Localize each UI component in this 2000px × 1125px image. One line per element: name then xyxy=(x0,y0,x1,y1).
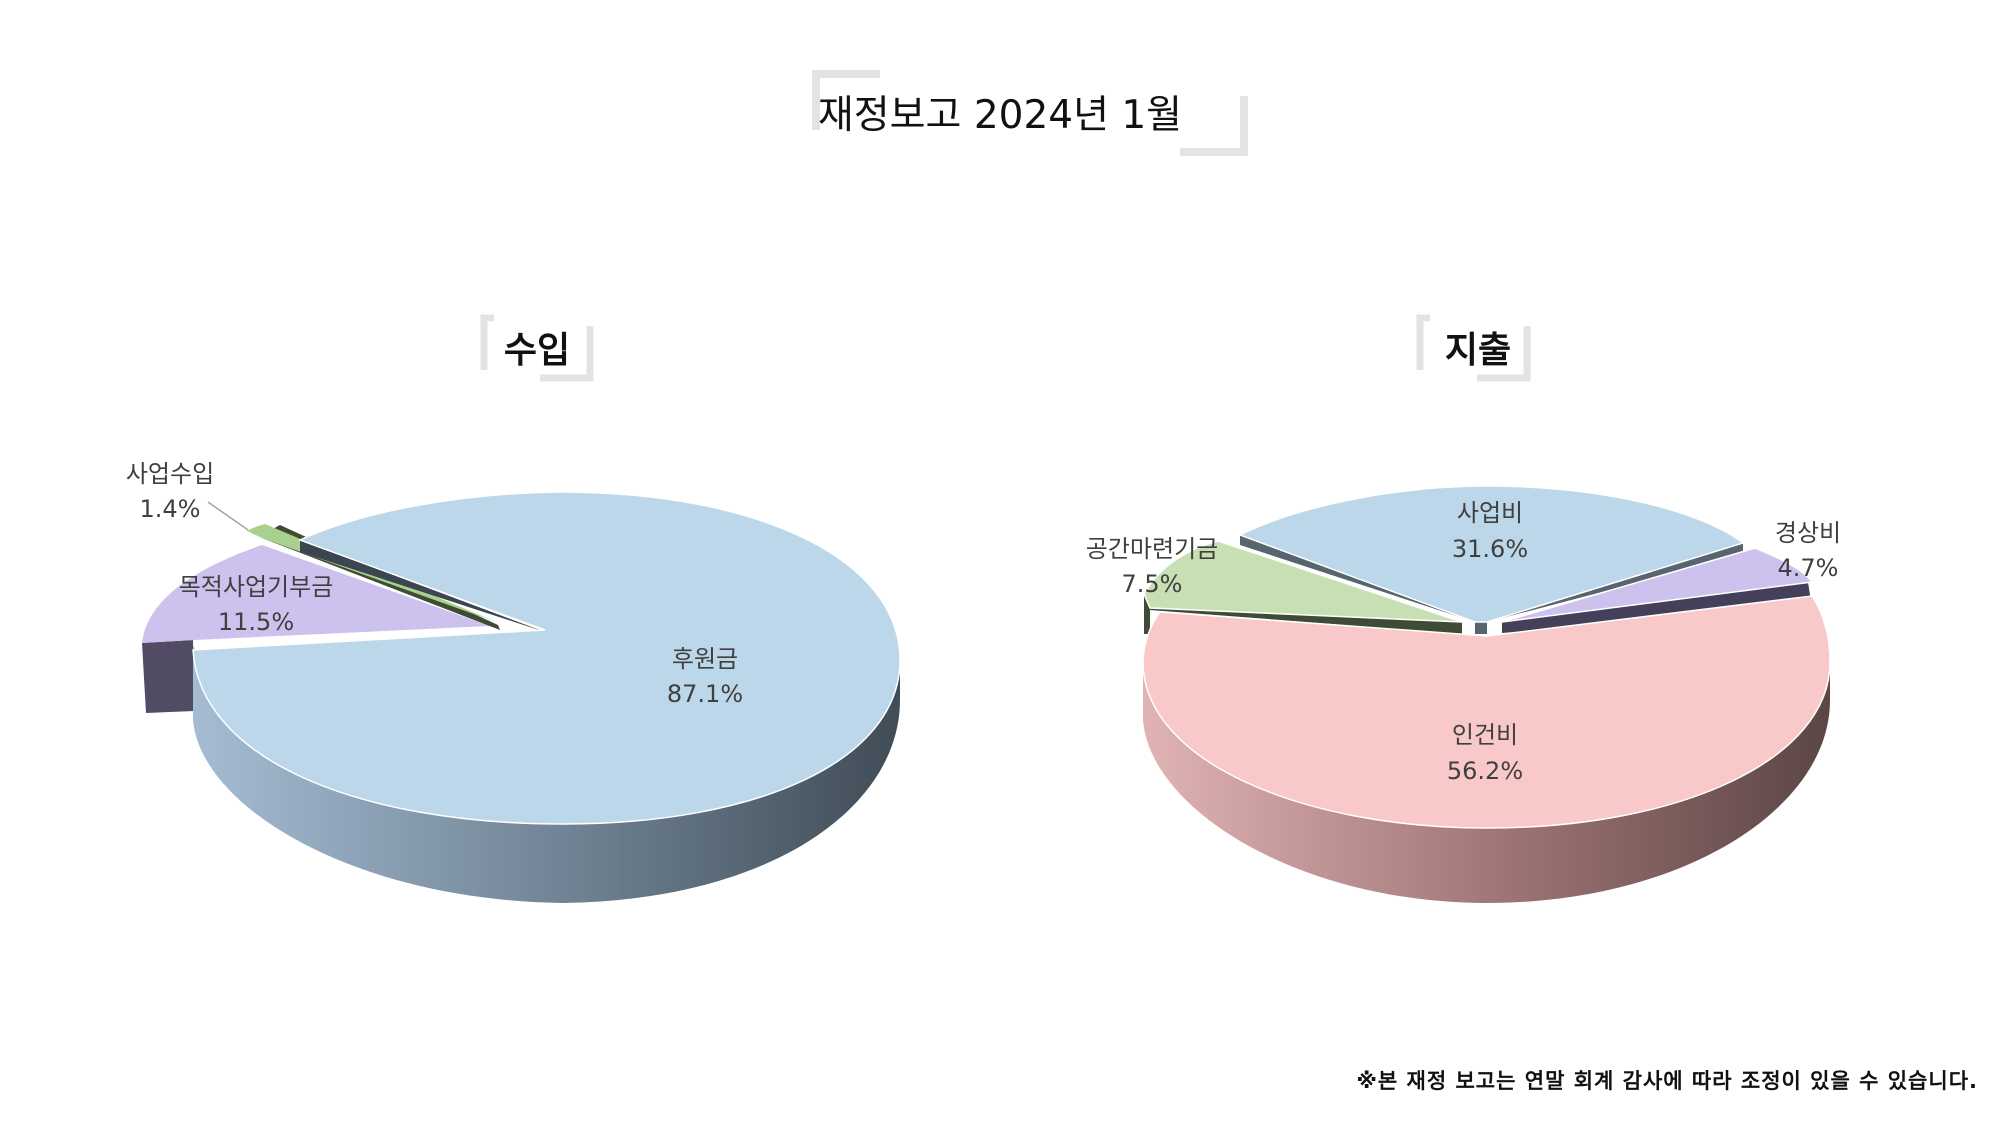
expense-slice-project xyxy=(1238,485,1745,623)
income-slice-side-purpose xyxy=(142,640,194,713)
expense-value-project-number: 31.6 xyxy=(1452,535,1505,563)
expense-title-bracket-left xyxy=(1416,314,1430,370)
expense-slice-space xyxy=(1143,540,1463,623)
income-slice-donation xyxy=(192,491,901,825)
expense-value-personnel-suffix: % xyxy=(1500,757,1523,785)
income-value-business-number: 1.4 xyxy=(140,495,178,523)
income-label-purpose: 목적사업기부금 xyxy=(179,573,334,601)
expense-slice-side-admin xyxy=(1502,582,1812,633)
expense-value-space-suffix: % xyxy=(1160,570,1183,598)
income-value-purpose: 11.5% xyxy=(218,608,294,636)
page-title: 재정보고 2024년 1월 xyxy=(817,93,1183,138)
expense-value-space-number: 7.5 xyxy=(1122,570,1160,598)
expense-label-space: 공간마련기금 xyxy=(1086,535,1218,563)
title-bracket-left xyxy=(812,70,880,130)
expense-value-space: 7.5% xyxy=(1122,570,1183,598)
income-value-donation: 87.1% xyxy=(667,680,743,708)
expense-chart: 지출 인건비 56.2% 공간마련기금 7.5% 사업비 31.6% 경상비 4… xyxy=(1086,314,1841,903)
income-value-business-suffix: % xyxy=(178,495,201,523)
income-label-donation: 후원금 xyxy=(672,645,738,673)
income-chart-title: 수입 xyxy=(504,330,570,371)
expense-title-bracket-right xyxy=(1477,326,1531,382)
expense-label-personnel: 인건비 xyxy=(1452,721,1518,749)
income-slice-side-donation xyxy=(193,645,900,903)
expense-value-admin-number: 4.7 xyxy=(1778,554,1816,582)
expense-value-personnel-number: 56.2 xyxy=(1447,757,1500,785)
expense-value-project: 31.6% xyxy=(1452,535,1528,563)
income-title-bracket-right xyxy=(540,326,594,382)
title-bracket-right xyxy=(1180,96,1248,156)
expense-slice-personnel xyxy=(1142,595,1831,829)
expense-value-admin: 4.7% xyxy=(1778,554,1839,582)
income-value-purpose-number: 11.5 xyxy=(218,608,271,636)
expense-label-project: 사업비 xyxy=(1457,499,1523,527)
footnote: ※본 재정 보고는 연말 회계 감사에 따라 조정이 있을 수 있습니다. xyxy=(1356,1069,1978,1093)
expense-slice-side-personnel xyxy=(1143,662,1830,903)
income-slice-purpose xyxy=(142,545,490,643)
expense-slice-admin xyxy=(1501,547,1814,623)
income-chart: 수입 후원금 87.1% 사업수입 1.4% 목적사업기부금 11.5% xyxy=(126,314,901,903)
income-label-business: 사업수입 xyxy=(126,460,214,488)
income-value-donation-number: 87.1 xyxy=(667,680,720,708)
expense-chart-title: 지출 xyxy=(1445,330,1511,371)
income-value-donation-suffix: % xyxy=(720,680,743,708)
expense-value-personnel: 56.2% xyxy=(1447,757,1523,785)
expense-value-project-suffix: % xyxy=(1505,535,1528,563)
income-value-business: 1.4% xyxy=(140,495,201,523)
income-value-purpose-suffix: % xyxy=(271,608,294,636)
expense-label-admin: 경상비 xyxy=(1775,519,1841,547)
income-leader-line-business xyxy=(207,501,249,531)
expense-value-admin-suffix: % xyxy=(1816,554,1839,582)
income-title-bracket-left xyxy=(480,314,494,370)
